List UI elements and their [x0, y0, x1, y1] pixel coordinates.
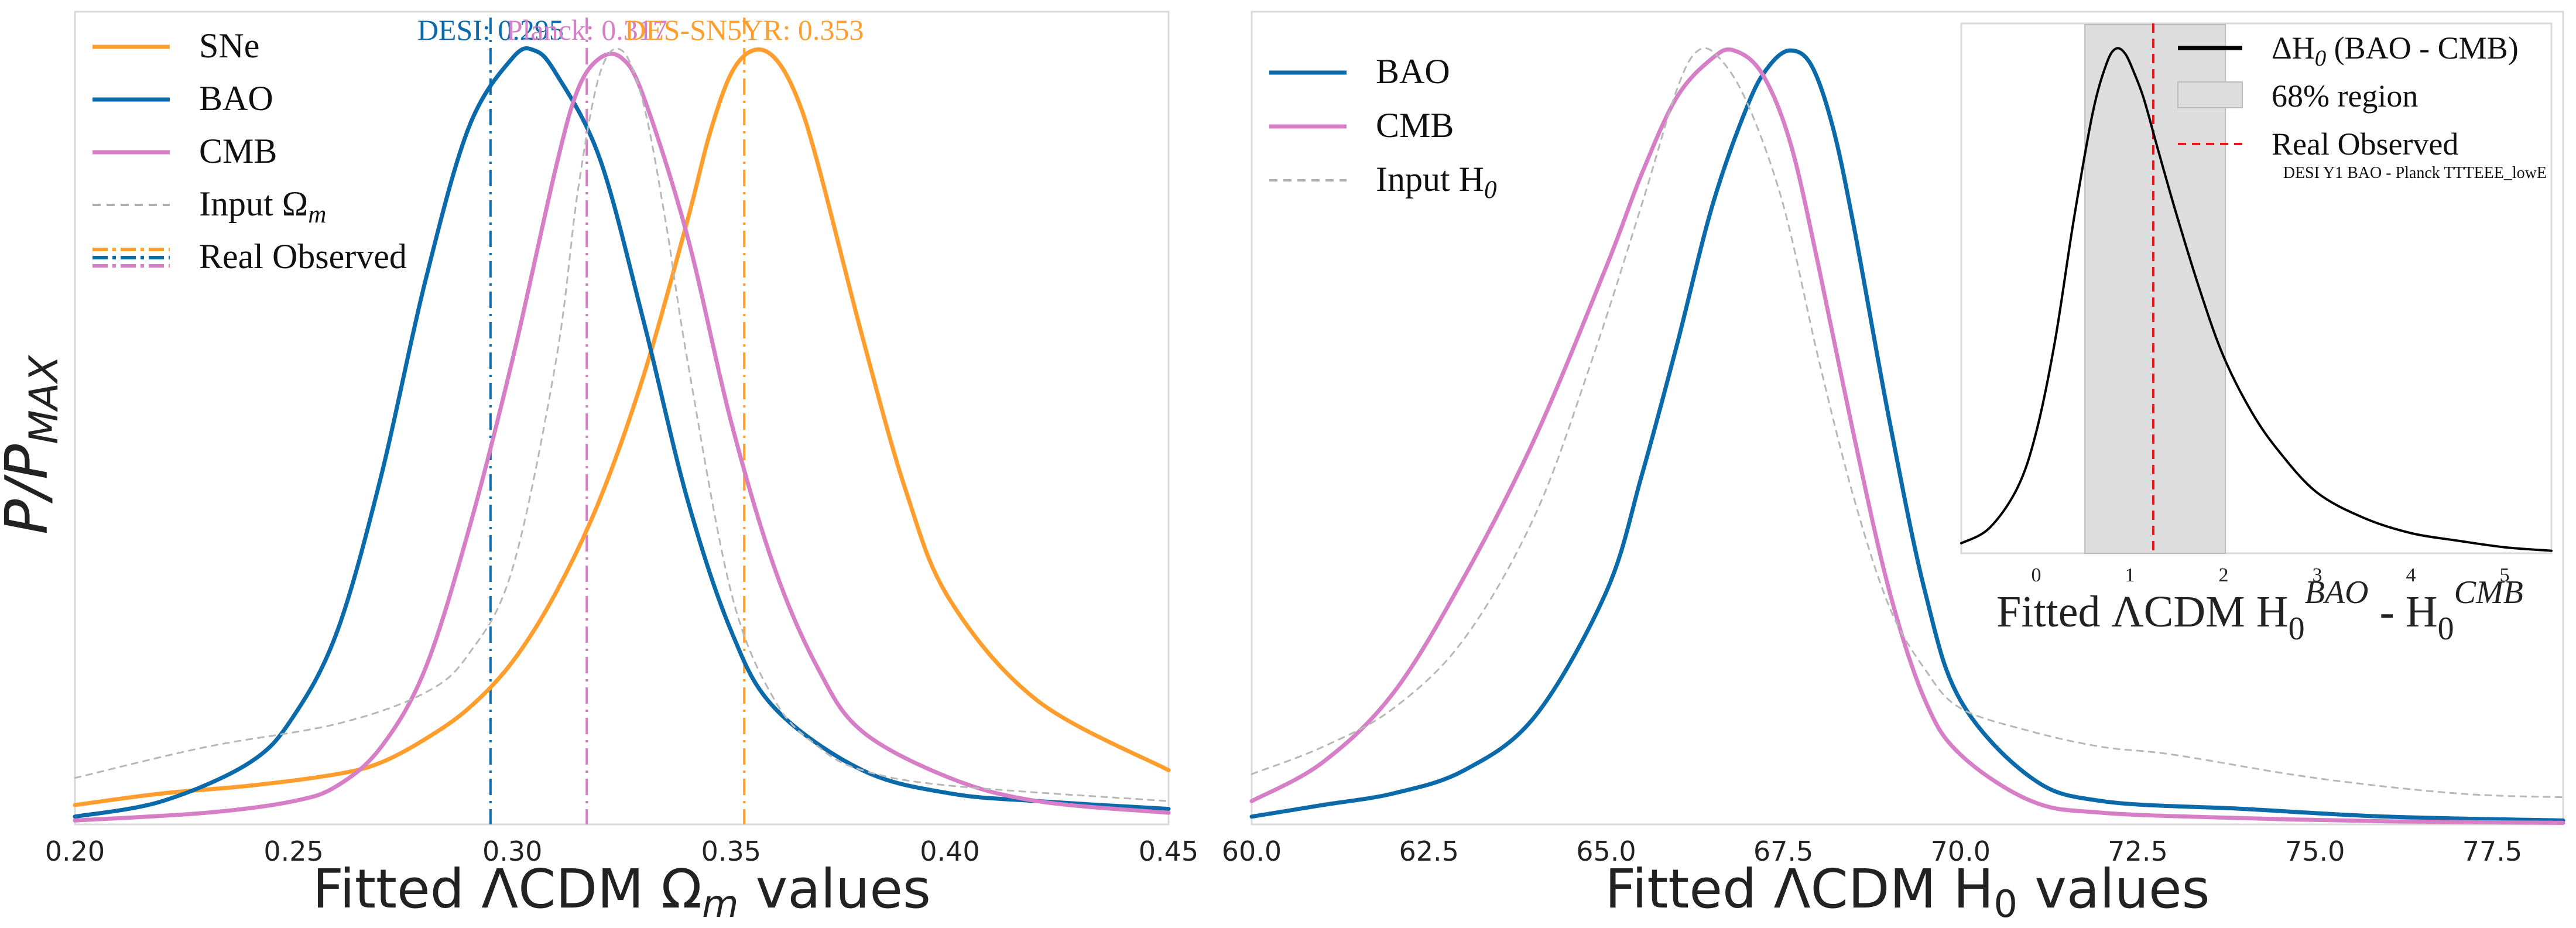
omega-m-plot-frame — [74, 11, 1170, 826]
omega-m-legend-item-bao: BAO — [93, 79, 273, 118]
delta-h0-legend-item-real-observed: Real Observed — [2178, 126, 2458, 162]
omega-m-xtick-label: 0.40 — [920, 835, 979, 867]
inset-plot-frame — [1960, 22, 2553, 554]
observed-label-planck-0-317: Planck: 0.317 — [506, 13, 667, 46]
omega-m-legend-item-input: Input Ωm — [93, 184, 326, 228]
h0-xtick-label: 75.0 — [2285, 835, 2345, 867]
svg-text:BAO: BAO — [199, 79, 273, 118]
omega-m-xtick-label: 0.30 — [482, 835, 542, 867]
delta-h0-xtick-label: 3 — [2313, 564, 2322, 586]
delta-h0-inset: 0 1 2 3 4 5 ΔH0 (BAO - CMB) 68% region Real Obs… — [1955, 22, 2553, 647]
delta-h0-68-percent-region — [2084, 24, 2226, 554]
omega-m-series-bao — [73, 46, 1171, 819]
observed-label-desi-0-295: DESI: 0.295 — [417, 13, 564, 46]
y-axis-label: P/PMAX — [0, 355, 67, 535]
h0-xtick-label: 72.5 — [2108, 835, 2167, 867]
svg-text:CMB: CMB — [199, 132, 277, 170]
inset-note: DESI Y1 BAO - Planck TTTEEE_lowE — [2283, 164, 2547, 182]
h0-xtick-label: 65.0 — [1576, 835, 1636, 867]
delta-h0-xtick-label: 1 — [2125, 564, 2135, 586]
omega-m-xtick-label: 0.35 — [701, 835, 761, 867]
delta-h0-legend-item-h: ΔH0 (BAO - CMB) — [2178, 30, 2519, 71]
svg-text:BAO: BAO — [1376, 52, 1450, 91]
h0-legend-item-bao: BAO — [1269, 52, 1450, 91]
delta-h0-xtick-label: 4 — [2406, 564, 2416, 586]
h0-series-input-h-0 — [1251, 47, 2564, 799]
h0-legend-item-cmb: CMB — [1269, 106, 1454, 145]
svg-text:68% region: 68% region — [2272, 78, 2418, 114]
delta-h0-xtick-label: 0 — [2032, 564, 2041, 586]
svg-text:ΔH0 (BAO - CMB): ΔH0 (BAO - CMB) — [2272, 30, 2519, 71]
omega-m-series-sne — [73, 47, 1171, 807]
delta-h0-series-h0-bao-cmb — [1960, 47, 2553, 552]
omega-m-xtick-label: 0.45 — [1139, 835, 1198, 867]
observed-label-des-sn5yr-0-353: DES-SN5YR: 0.353 — [625, 13, 864, 46]
svg-text:Input H0: Input H0 — [1376, 160, 1497, 204]
h0-x-axis-label: Fitted ΛCDM H0 values — [1605, 858, 2210, 926]
h0-series-bao — [1249, 48, 2565, 823]
h0-series-cmb — [1249, 47, 2565, 825]
omega-m-series-input-m — [74, 47, 1170, 802]
h0-xtick-label: 60.0 — [1222, 835, 1282, 867]
delta-h0-legend-item-68-region: 68% region — [2177, 78, 2418, 114]
inset-x-axis-label: Fitted ΛCDM H0BAO - H0CMB — [1996, 574, 2523, 647]
omega-m-legend-item-cmb: CMB — [93, 132, 277, 170]
delta-h0-xtick-label: 2 — [2219, 564, 2229, 586]
omega-m-legend-item-real-observed: Real Observed — [93, 237, 407, 276]
h0-legend: BAO CMB Input H0 — [1269, 52, 1497, 204]
svg-text:SNe: SNe — [199, 26, 259, 65]
h0-xtick-label: 77.5 — [2462, 835, 2522, 867]
omega-m-xtick-label: 0.20 — [45, 835, 105, 867]
h0-xtick-label: 70.0 — [1931, 835, 1991, 867]
svg-text:Real Observed: Real Observed — [199, 237, 407, 276]
delta-h0-xtick-label: 5 — [2500, 564, 2510, 586]
omega-m-legend: SNe BAO CMB Input Ωm Real Observed — [93, 26, 407, 276]
omega-m-xtick-label: 0.25 — [263, 835, 323, 867]
omega-m-series-cmb — [73, 52, 1171, 823]
svg-text:Real Observed: Real Observed — [2272, 126, 2458, 162]
svg-text:Input Ωm: Input Ωm — [199, 184, 326, 228]
h0-xtick-label: 62.5 — [1399, 835, 1458, 867]
svg-text:CMB: CMB — [1376, 106, 1454, 145]
omega-m-legend-item-sne: SNe — [93, 26, 259, 65]
h0-legend-item-input-h: Input H0 — [1269, 160, 1497, 204]
h0-xtick-label: 67.5 — [1753, 835, 1813, 867]
inset-legend: ΔH0 (BAO - CMB) 68% region Real Observed — [2177, 30, 2519, 162]
omega-m-x-axis-label: Fitted ΛCDM Ωm values — [313, 858, 931, 926]
